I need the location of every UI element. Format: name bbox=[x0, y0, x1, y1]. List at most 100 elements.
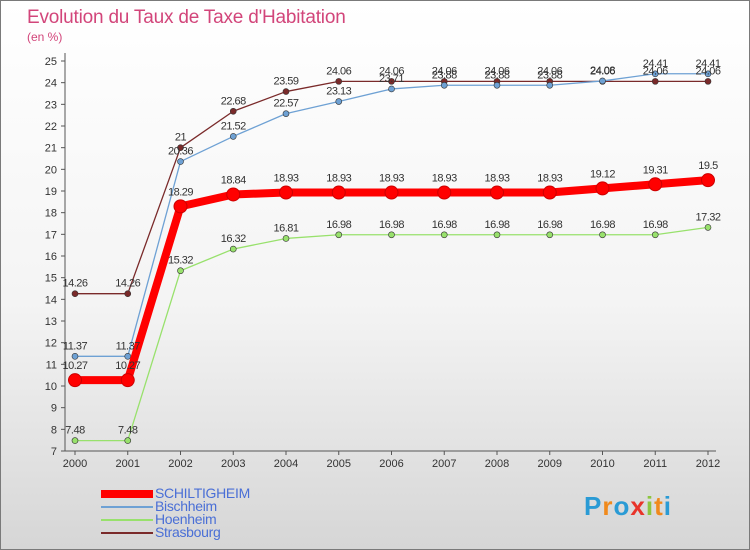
series-schiltigheim bbox=[68, 173, 715, 388]
data-label-bischheim: 11.37 bbox=[63, 340, 88, 352]
data-label-bischheim: 23.88 bbox=[432, 69, 457, 81]
x-tick-label: 2007 bbox=[432, 458, 456, 470]
y-tick-label: 8 bbox=[51, 424, 57, 436]
data-label-hoenheim: 7.48 bbox=[65, 425, 85, 437]
x-tick-label: 2003 bbox=[221, 458, 245, 470]
legend-item: Strasbourg bbox=[101, 524, 250, 540]
data-label-hoenheim: 7.48 bbox=[118, 425, 138, 437]
data-point-hoenheim bbox=[440, 231, 448, 239]
data-point-strasbourg bbox=[71, 290, 79, 298]
y-tick-label: 13 bbox=[45, 316, 57, 328]
y-tick-label: 21 bbox=[45, 143, 57, 155]
data-point-strasbourg bbox=[229, 107, 237, 115]
data-label-schiltigheim: 18.93 bbox=[326, 173, 351, 185]
logo-letter: x bbox=[630, 491, 646, 521]
data-label-strasbourg: 24.06 bbox=[432, 65, 457, 77]
series-hoenheim bbox=[71, 224, 712, 444]
y-tick-label: 16 bbox=[45, 251, 57, 263]
data-label-schiltigheim: 19.31 bbox=[643, 164, 668, 176]
data-label-hoenheim: 16.98 bbox=[379, 219, 404, 231]
data-point-strasbourg bbox=[177, 144, 184, 151]
legend-swatch bbox=[101, 489, 153, 498]
data-point-schiltigheim bbox=[437, 185, 452, 200]
data-label-strasbourg: 24.06 bbox=[695, 65, 720, 77]
series-lines bbox=[68, 70, 715, 444]
data-point-bischheim bbox=[388, 85, 395, 93]
legend-swatch bbox=[101, 505, 153, 508]
x-tick-label: 2009 bbox=[538, 458, 562, 470]
data-label-schiltigheim: 18.93 bbox=[484, 173, 509, 185]
data-label-strasbourg: 24.06 bbox=[537, 65, 562, 77]
data-label-bischheim: 11.37 bbox=[116, 340, 141, 352]
data-point-hoenheim bbox=[124, 437, 132, 444]
logo-letter: o bbox=[613, 491, 631, 521]
data-label-schiltigheim: 18.93 bbox=[273, 173, 298, 185]
data-label-bischheim: 23.88 bbox=[537, 69, 562, 81]
y-tick-label: 15 bbox=[45, 273, 57, 285]
data-label-strasbourg: 24.06 bbox=[326, 65, 351, 77]
data-point-schiltigheim bbox=[542, 185, 557, 200]
data-label-bischheim: 20.36 bbox=[168, 146, 193, 158]
data-label-bischheim: 24.41 bbox=[643, 58, 668, 70]
y-tick-label: 14 bbox=[45, 294, 57, 306]
data-label-schiltigheim: 18.93 bbox=[379, 173, 404, 185]
x-tick-label: 2000 bbox=[63, 458, 87, 470]
logo-letter: i bbox=[645, 491, 655, 521]
series-line-bischheim bbox=[74, 73, 709, 357]
proxiti-logo: Proxiti bbox=[584, 491, 672, 522]
data-point-bischheim bbox=[335, 98, 343, 105]
data-point-schiltigheim bbox=[490, 185, 504, 200]
x-tick-label: 2004 bbox=[274, 458, 298, 470]
chart-title: Evolution du Taux de Taxe d'Habitation bbox=[27, 7, 346, 28]
x-tick-label: 2012 bbox=[696, 458, 720, 470]
data-label-strasbourg: 14.26 bbox=[62, 278, 87, 290]
data-label-strasbourg: 24.06 bbox=[590, 65, 615, 77]
legend-label: Hoenheim bbox=[155, 511, 217, 527]
y-tick-label: 7 bbox=[51, 446, 57, 458]
x-tick-label: 2005 bbox=[327, 458, 351, 470]
y-tick-label: 18 bbox=[45, 208, 57, 220]
y-tick-label: 17 bbox=[45, 229, 57, 241]
legend-swatch bbox=[101, 531, 153, 534]
y-tick-label: 10 bbox=[45, 381, 57, 393]
legend-label: Bischheim bbox=[155, 498, 217, 514]
series-bischheim bbox=[71, 70, 712, 360]
data-point-bischheim bbox=[493, 81, 501, 89]
data-label-bischheim: 24.41 bbox=[695, 58, 720, 70]
legend-item: Hoenheim bbox=[101, 511, 250, 527]
data-point-bischheim bbox=[71, 353, 79, 360]
data-label-hoenheim: 16.32 bbox=[221, 233, 246, 245]
chart-unit-label: (en %) bbox=[27, 30, 63, 44]
data-point-hoenheim bbox=[282, 235, 290, 242]
data-point-bischheim bbox=[651, 70, 659, 78]
data-label-bischheim: 23.88 bbox=[484, 69, 509, 81]
data-label-bischheim: 22.57 bbox=[273, 98, 298, 110]
data-point-bischheim bbox=[440, 81, 448, 89]
logo-letter: t bbox=[654, 491, 664, 521]
data-label-strasbourg: 24.06 bbox=[643, 65, 668, 77]
x-tick-label: 2010 bbox=[590, 458, 614, 470]
y-tick-label: 11 bbox=[46, 359, 57, 371]
x-tick-label: 2002 bbox=[168, 458, 192, 470]
data-label-bischheim: 24.08 bbox=[590, 65, 615, 77]
y-tick-label: 20 bbox=[45, 164, 57, 176]
data-point-hoenheim bbox=[704, 224, 712, 231]
x-tick-label: 2011 bbox=[643, 458, 667, 470]
y-tick-label: 12 bbox=[45, 338, 57, 350]
data-label-schiltigheim: 10.27 bbox=[115, 360, 140, 372]
data-point-hoenheim bbox=[493, 231, 501, 239]
data-point-bischheim bbox=[229, 133, 237, 140]
data-label-hoenheim: 16.81 bbox=[273, 222, 298, 234]
data-point-schiltigheim bbox=[595, 181, 610, 196]
data-label-schiltigheim: 18.29 bbox=[168, 186, 193, 198]
y-tick-label: 23 bbox=[45, 99, 57, 111]
x-tick-label: 2001 bbox=[116, 458, 140, 470]
data-label-strasbourg: 23.59 bbox=[273, 76, 298, 88]
data-label-hoenheim: 16.98 bbox=[484, 219, 509, 231]
logo-letter: r bbox=[602, 491, 614, 521]
legend-label: Strasbourg bbox=[155, 524, 221, 540]
data-label-strasbourg: 24.06 bbox=[484, 65, 509, 77]
